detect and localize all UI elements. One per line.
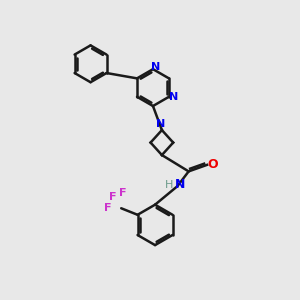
Text: F: F	[104, 203, 112, 213]
Text: N: N	[169, 92, 178, 102]
Text: N: N	[156, 119, 165, 129]
Text: N: N	[151, 62, 160, 72]
Text: O: O	[207, 158, 218, 171]
Text: N: N	[175, 178, 185, 191]
Text: F: F	[119, 188, 126, 198]
Text: F: F	[109, 192, 117, 202]
Text: H: H	[165, 180, 173, 190]
